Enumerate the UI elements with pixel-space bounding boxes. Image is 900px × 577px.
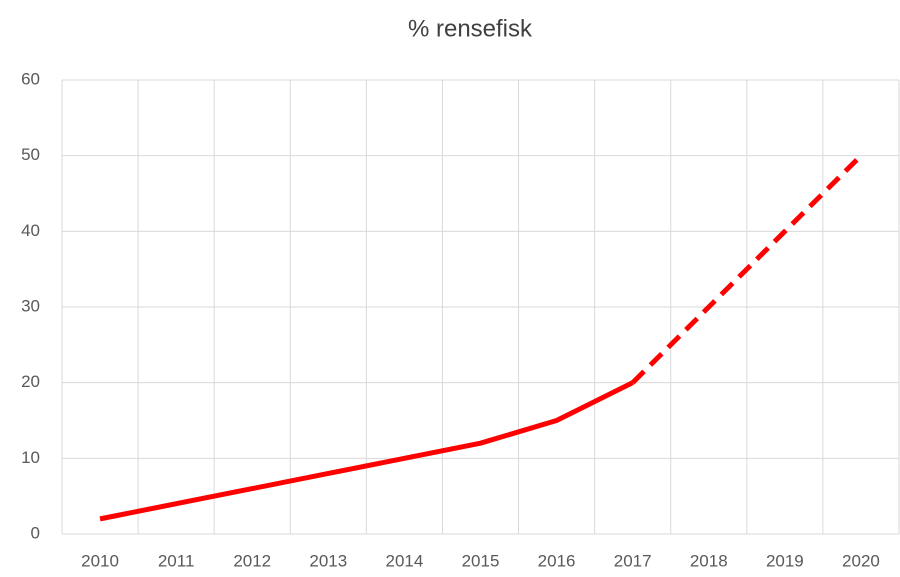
x-tick-label: 2018 [690,551,728,570]
x-tick-label: 2019 [766,551,804,570]
chart-title: % rensefisk [408,15,533,42]
y-tick-label: 30 [21,296,40,315]
x-tick-label: 2010 [81,551,119,570]
x-tick-label: 2011 [158,551,195,570]
x-tick-label: 2012 [233,551,271,570]
x-tick-label: 2015 [462,551,500,570]
x-tick-label: 2014 [385,551,423,570]
y-tick-label: 10 [21,448,40,467]
x-tick-label: 2020 [842,551,880,570]
y-tick-label: 50 [21,145,40,164]
x-tick-label: 2016 [538,551,576,570]
x-tick-label: 2017 [614,551,652,570]
y-tick-label: 60 [21,69,40,88]
line-series [630,153,863,385]
line-series [99,380,634,522]
y-tick-label: 20 [21,372,40,391]
x-tick-label: 2013 [309,551,347,570]
y-tick-label: 40 [21,221,40,240]
y-tick-label: 0 [31,523,40,542]
